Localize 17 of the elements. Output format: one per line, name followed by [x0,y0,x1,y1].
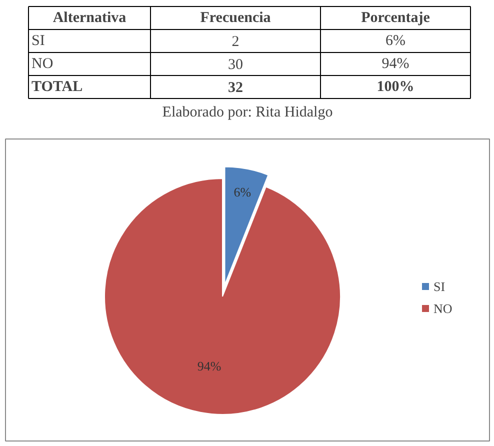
legend-label: SI [434,279,446,294]
legend-label: NO [434,301,452,316]
text: SI [32,33,45,49]
text: Porcentaje [361,10,430,26]
text: NO [32,56,54,72]
text: 94% [382,56,410,72]
text: Frecuencia [200,10,272,26]
text: 32 [228,80,243,96]
data-label: 94% [197,358,222,374]
text: TOTAL [32,79,83,95]
text: 100% [376,79,414,95]
text: 6% [386,33,406,49]
text: 30 [228,57,243,73]
text: Elaborado por: Rita Hidalgo [162,104,333,120]
text: 2 [232,34,240,50]
text: Alternativa [52,10,127,26]
data-label: 6% [234,184,252,200]
